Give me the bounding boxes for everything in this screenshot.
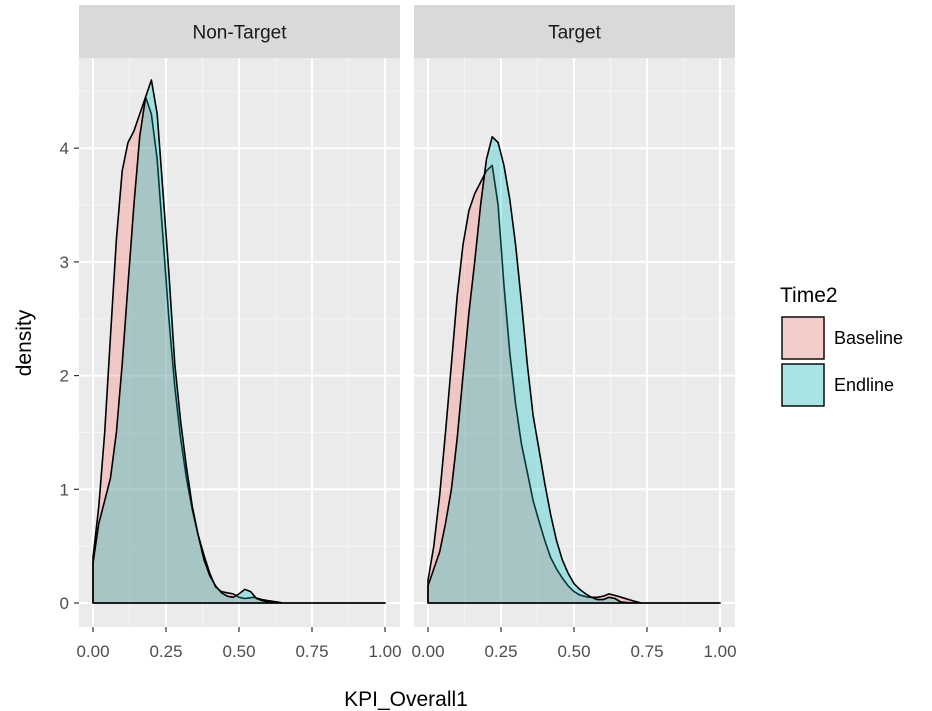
legend-key-background <box>781 363 825 407</box>
facet-panel-target: Target 0.00 0.25 0.50 0.75 1.00 <box>411 5 737 661</box>
legend-title: Time2 <box>780 284 838 307</box>
density-area-endline <box>92 79 386 604</box>
x-tick-label: 1.00 <box>703 642 736 661</box>
legend-key-baseline <box>781 316 825 360</box>
y-tick-label: 2 <box>60 367 69 386</box>
y-tick-label: 4 <box>60 139 69 158</box>
y-axis: 0 1 2 3 4 <box>60 139 79 613</box>
legend-key-endline <box>781 363 825 407</box>
facet-strip <box>414 5 735 58</box>
legend-label-endline: Endline <box>834 375 894 395</box>
facet-strip-label: Non-Target <box>193 23 288 44</box>
facet-strip-label: Target <box>548 23 602 44</box>
y-tick-label: 3 <box>60 253 69 272</box>
panels-layer: Non-Target 0.00 0.25 0.50 0.75 1.00 Target 0.00… <box>60 5 737 661</box>
y-axis-title: density <box>13 309 36 376</box>
x-tick-label: 0.75 <box>295 642 328 661</box>
legend-key-background <box>781 316 825 360</box>
x-tick-label: 0.00 <box>411 642 444 661</box>
facet-strip <box>79 5 400 58</box>
y-tick-label: 0 <box>60 594 69 613</box>
x-tick-label: 0.50 <box>222 642 255 661</box>
density-area-endline <box>427 136 721 604</box>
x-tick-label: 0.00 <box>76 642 109 661</box>
y-tick-label: 1 <box>60 480 69 499</box>
x-tick-label: 0.50 <box>557 642 590 661</box>
x-tick-label: 1.00 <box>368 642 401 661</box>
x-tick-label: 0.75 <box>630 642 663 661</box>
legend: Time2 Baseline Endline <box>780 284 903 407</box>
gridlines <box>79 58 400 627</box>
legend-label-baseline: Baseline <box>834 328 903 348</box>
gridlines <box>414 58 735 627</box>
facet-panel-non-target: Non-Target 0.00 0.25 0.50 0.75 1.00 <box>76 5 402 661</box>
x-tick-label: 0.25 <box>484 642 517 661</box>
x-tick-label: 0.25 <box>149 642 182 661</box>
x-axis-title: KPI_Overall1 <box>344 688 468 711</box>
density-area-baseline <box>427 164 721 604</box>
